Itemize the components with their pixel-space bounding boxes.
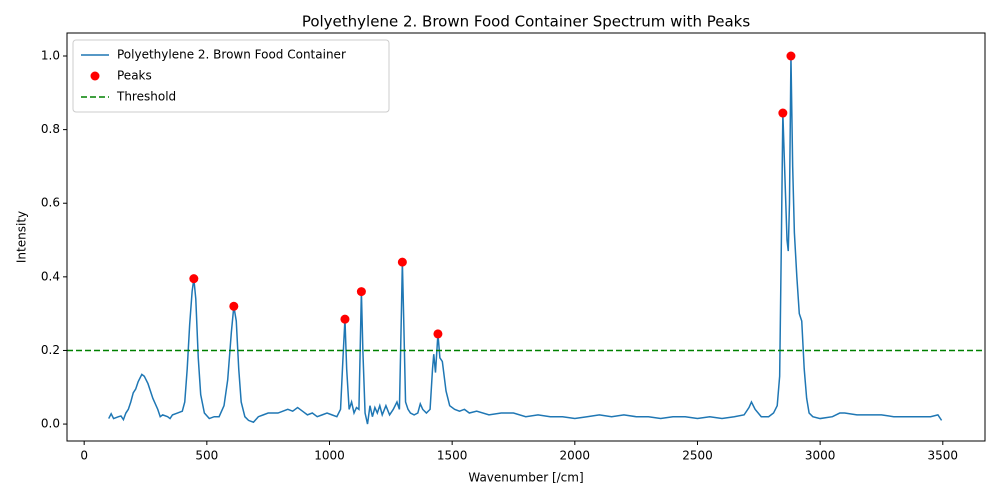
x-tick-label: 2000 [560, 449, 591, 463]
y-tick-label: 0.6 [41, 196, 60, 210]
legend-label: Polyethylene 2. Brown Food Container [117, 48, 346, 62]
y-axis-label: Intensity [15, 211, 29, 263]
y-tick-label: 1.0 [41, 49, 60, 63]
x-tick-label: 3500 [928, 449, 959, 463]
peak-marker [356, 287, 366, 297]
axes-frame [66, 32, 986, 442]
x-tick-label: 0 [80, 449, 88, 463]
y-tick-label: 0.4 [41, 269, 60, 283]
y-tick-label: 0.8 [41, 122, 60, 136]
peak-marker [229, 301, 239, 311]
peak-marker [778, 108, 788, 118]
x-tick-label: 1500 [437, 449, 468, 463]
chart-title: Polyethylene 2. Brown Food Container Spe… [302, 13, 751, 31]
peak-marker [340, 314, 350, 324]
legend-label: Peaks [117, 69, 152, 83]
legend-label: Threshold [116, 90, 176, 104]
plot-area [67, 51, 985, 425]
peak-marker [786, 51, 796, 61]
x-tick-label: 500 [195, 449, 218, 463]
peak-marker [189, 274, 199, 284]
y-tick-label: 0.0 [41, 417, 60, 431]
x-tick-label: 3000 [805, 449, 836, 463]
legend-box [72, 39, 390, 113]
x-axis-label: Wavenumber [/cm] [468, 471, 583, 485]
x-tick-label: 1000 [314, 449, 345, 463]
peak-marker [433, 329, 443, 339]
spectrum-line [108, 55, 943, 425]
peak-marker [397, 257, 407, 267]
y-tick-label: 0.2 [41, 343, 60, 357]
legend-marker [90, 71, 100, 81]
x-tick-label: 2500 [682, 449, 713, 463]
